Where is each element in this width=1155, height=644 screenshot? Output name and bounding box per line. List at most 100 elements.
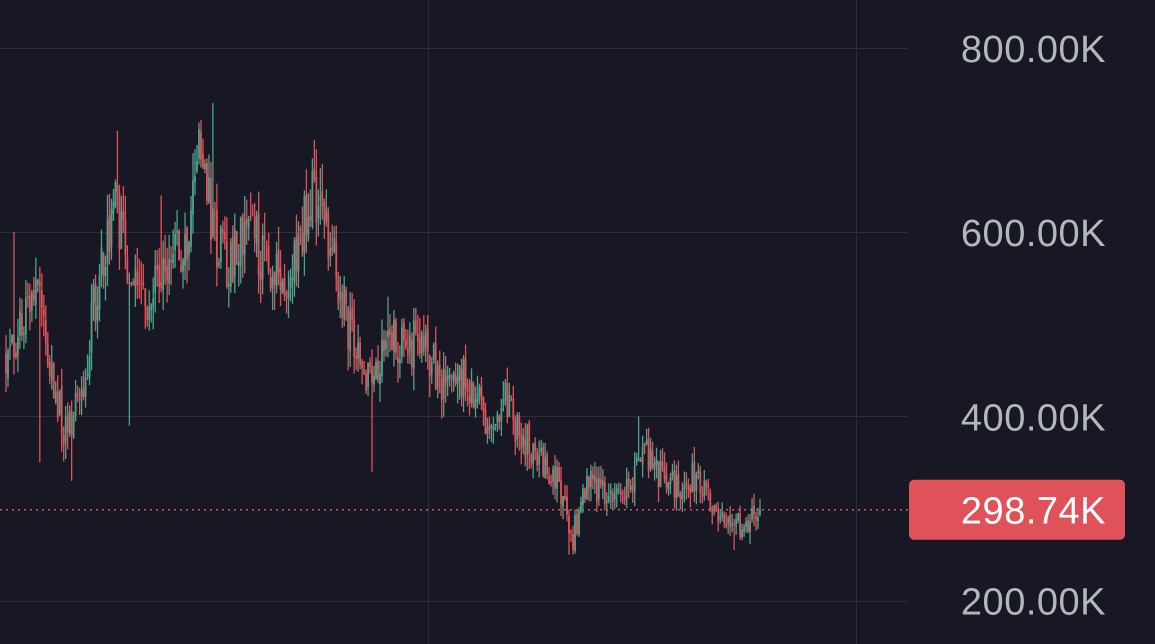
candle-body [329,247,332,256]
candle-body [257,213,260,275]
candle-up [311,158,314,230]
candle-down [564,484,566,501]
candle-up [19,297,21,349]
candle-down [5,335,7,393]
candle-up [34,257,37,319]
candle-body [418,337,421,355]
candle-up [486,417,489,444]
candle-down [345,286,348,321]
candle-down [498,414,501,430]
candle-up [675,464,678,511]
candle-body [11,335,13,343]
candle-up [128,272,131,426]
candle-body [154,265,157,294]
candle-body [629,485,632,490]
candle-up [188,240,190,271]
candle-body [279,267,282,290]
candle-body [152,298,155,307]
candle-down [560,466,562,517]
candle-down [337,271,340,310]
candle-down [665,462,668,494]
candle-body [325,208,328,222]
candle-up [86,354,89,381]
candle-body [476,394,479,403]
candle-body [90,302,93,353]
candle-up [339,275,342,319]
candle-body [448,374,451,379]
candle-body [502,399,505,405]
candle-down [245,199,248,245]
candle-up [385,330,387,357]
candle-body [36,279,39,285]
candle-up [54,381,57,405]
candle-body [458,365,461,381]
candle-down [353,299,356,374]
candle-body [94,283,97,324]
candle-up [261,223,264,295]
candle-body [721,512,724,518]
candle-up [609,483,612,510]
candle-down [15,342,17,360]
candle-body [62,435,65,446]
candle-down [42,294,45,337]
candle-body [663,466,666,479]
candle-up [737,512,740,524]
candle-down [369,357,371,374]
candle-body [661,462,664,466]
candle-body [508,395,511,417]
candle-body [731,523,734,526]
candle-down [488,416,491,440]
candle-body [5,353,7,374]
candle-up [367,362,369,397]
candle-down [603,476,606,511]
candle-body [305,195,308,235]
candle-body [176,231,178,233]
candle-up [219,224,222,269]
candle-up [68,405,71,437]
candle-body [753,505,755,515]
candle-body [639,458,642,462]
candle-body [7,350,9,379]
candle-body [723,514,726,524]
candle-body [436,365,439,388]
candle-up [233,213,236,294]
candle-body [617,489,620,491]
candle-down [619,483,622,503]
candle-body [544,456,547,479]
candle-body [601,480,604,486]
candle-body [96,305,99,320]
candle-up [751,498,753,523]
candle-body [673,470,676,498]
candle-body [215,209,218,268]
candle-down [140,261,143,305]
candle-up [36,278,39,293]
candle-body [144,288,147,307]
candle-down [514,415,517,456]
candle-body [369,362,371,367]
candle-down [178,228,180,261]
candle-down [444,356,447,403]
candle-down [558,461,560,483]
candle-body [516,415,519,439]
candle-body [703,480,706,497]
candle-up [162,240,165,311]
candle-body [560,480,562,504]
candle-down [627,471,630,499]
candle-down [257,191,260,294]
candle-down [705,479,708,496]
candle-down [570,529,572,542]
candle-down [265,240,268,262]
candle-down [591,466,594,490]
candle-down [331,224,334,257]
candle-down [158,248,161,304]
candle-down [124,195,127,270]
candle-up [749,513,751,544]
candle-body [9,346,11,348]
candle-body [635,457,638,463]
candle-body [375,361,377,379]
candle-down [404,328,407,350]
candle-body [293,240,296,283]
candle-down [48,355,51,385]
candle-body [671,471,674,476]
